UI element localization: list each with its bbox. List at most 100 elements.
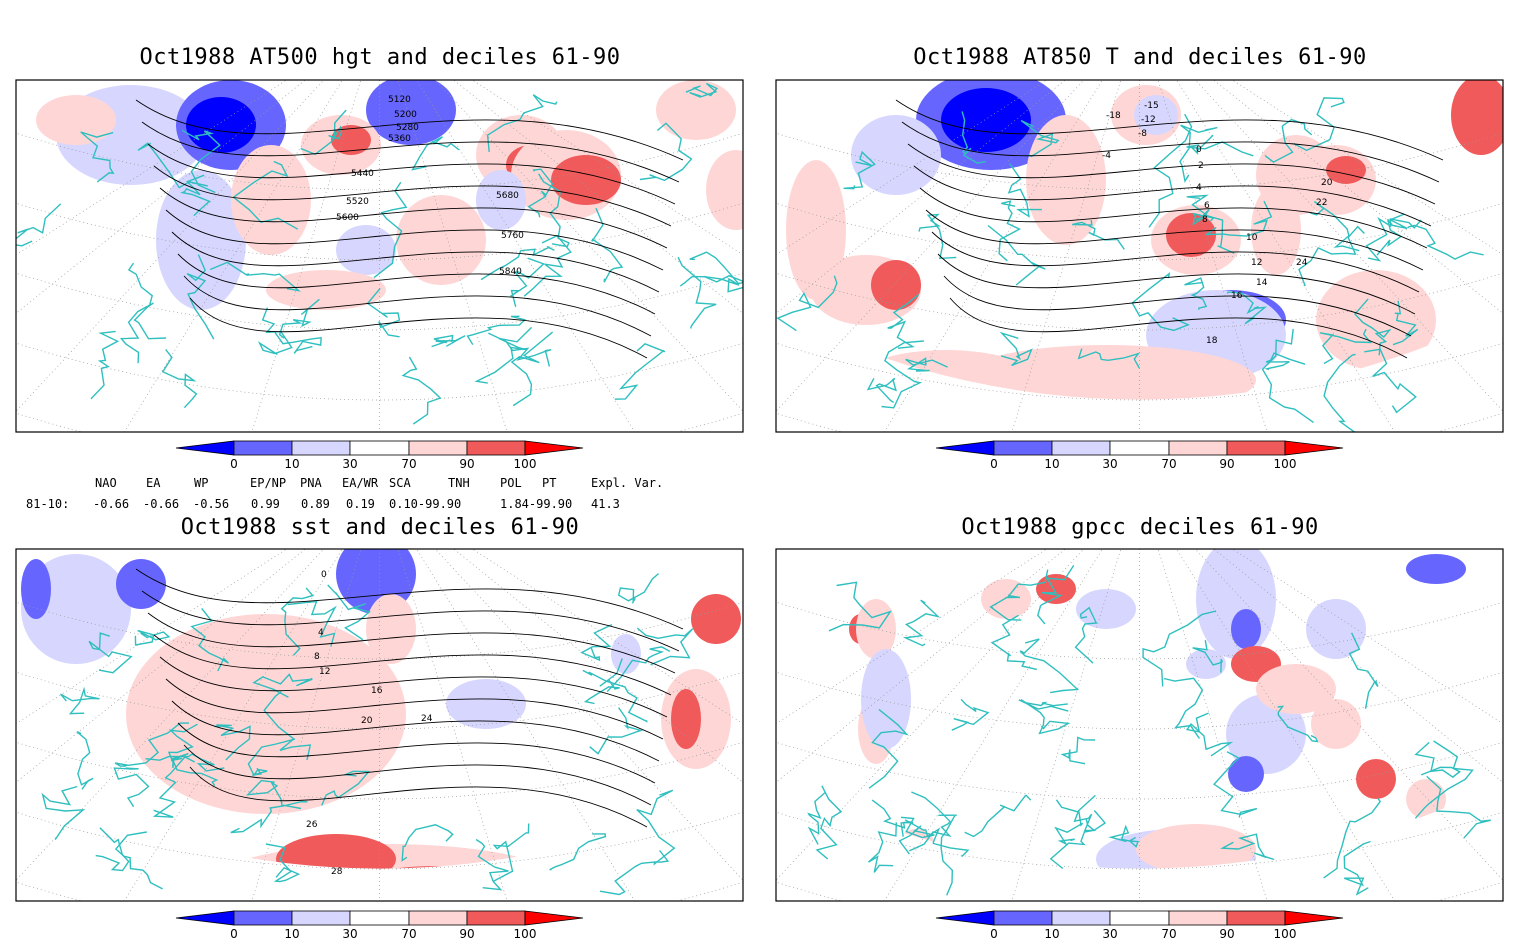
coastline (119, 302, 154, 364)
coastline (1264, 352, 1306, 371)
colorbar-tick-label: 10 (1044, 927, 1059, 940)
coastline (488, 332, 552, 367)
colorbar: 0 10 30 70 90 100 (175, 910, 584, 940)
contour-label: 20 (361, 716, 373, 726)
index-header: SCA (389, 476, 411, 490)
longitude-gridline (776, 549, 1085, 881)
contour-label: 28 (331, 867, 343, 877)
contour-label: 16 (1231, 291, 1243, 301)
coastline (300, 109, 347, 156)
latitude-gridline (776, 132, 1503, 191)
coastline (938, 814, 957, 896)
contour-line (177, 253, 656, 315)
coastline (278, 298, 320, 339)
coastline (1348, 632, 1379, 709)
contour-label: 12 (319, 667, 330, 677)
contour-line (907, 143, 1436, 205)
coastline (904, 819, 970, 858)
coastline (1019, 638, 1080, 694)
coastline (1310, 201, 1360, 252)
coastline (327, 584, 371, 641)
coastline (776, 275, 838, 332)
colorbar-tick-label: 90 (459, 927, 474, 940)
coastline (1323, 798, 1382, 879)
coastline (614, 342, 666, 400)
index-header: TNH (448, 476, 470, 490)
latitude-gridline (16, 811, 743, 870)
contour-line (189, 297, 648, 359)
coastline (1142, 610, 1217, 687)
longitude-gridline (1231, 549, 1503, 725)
projection-mask (776, 781, 1503, 901)
contour-label: 5520 (346, 197, 369, 207)
colorbar-tick-label: 0 (990, 457, 998, 471)
coastline (599, 850, 670, 896)
coastline (606, 646, 671, 693)
coastline (843, 150, 876, 190)
colorbar-tick-label: 30 (1102, 457, 1117, 471)
contour-line (949, 297, 1408, 359)
index-header: PT (542, 476, 557, 490)
coastline (987, 224, 1046, 286)
coastline (1148, 113, 1193, 228)
decile-anomaly-patch (1186, 649, 1226, 679)
colorbar-segment (233, 910, 293, 926)
coastline (80, 131, 115, 183)
coastline (190, 607, 229, 672)
coastline (998, 200, 1022, 262)
coastline (677, 256, 717, 329)
coastline (232, 160, 299, 230)
latitude-gridline (16, 601, 743, 660)
coastline (898, 816, 935, 855)
decile-anomaly-patch (856, 599, 896, 659)
longitude-gridline (123, 80, 343, 432)
coastline (918, 213, 957, 260)
decile-anomaly-patch (1231, 609, 1261, 649)
coastline (636, 789, 676, 866)
coastline (252, 673, 313, 698)
coastline (1323, 353, 1356, 432)
decile-anomaly-patch (871, 260, 921, 310)
coastline (263, 690, 312, 761)
decile-anomaly-patch (851, 115, 941, 195)
longitude-gridline (16, 80, 288, 256)
coastline (401, 824, 454, 862)
colorbar-segment (291, 910, 351, 926)
colorbar-segment (1051, 910, 1111, 926)
index-value: -0.66 (143, 497, 180, 511)
longitude-gridline (776, 549, 1048, 725)
coastline (1185, 712, 1234, 757)
coastline (1414, 741, 1461, 778)
colorbar-tick-label: 70 (1161, 457, 1176, 471)
coastline (1131, 272, 1191, 332)
index-header: Expl. Var. (591, 476, 664, 490)
latitude-gridline (16, 132, 743, 191)
contour-label: 4 (318, 628, 324, 638)
contour-line (931, 231, 1420, 293)
coastline (510, 331, 554, 407)
coastline (161, 349, 198, 409)
decile-anomaly-patch (186, 97, 256, 153)
index-row-label: 81-10: (26, 497, 70, 511)
contour-label: 6 (1204, 201, 1210, 211)
index-header: WP (194, 476, 209, 490)
contour-label: 2 (1198, 161, 1204, 171)
contour-line (153, 634, 672, 696)
index-header: EA/WR (342, 476, 379, 490)
coastline (868, 708, 909, 789)
colorbar-tick-label: 0 (230, 927, 238, 940)
latitude-gridline (776, 601, 1503, 660)
coastline (887, 293, 920, 349)
decile-anomaly-patch (396, 195, 486, 285)
contour-label: 10 (1246, 233, 1258, 243)
coastline (1192, 639, 1224, 673)
longitude-gridline (776, 80, 1048, 256)
contour-line (189, 766, 648, 828)
coastline (287, 600, 337, 647)
coastline (1049, 810, 1107, 870)
contour-line (901, 121, 1440, 183)
longitude-gridline (1176, 549, 1396, 901)
longitude-gridline (434, 549, 743, 881)
coastline (167, 723, 198, 768)
